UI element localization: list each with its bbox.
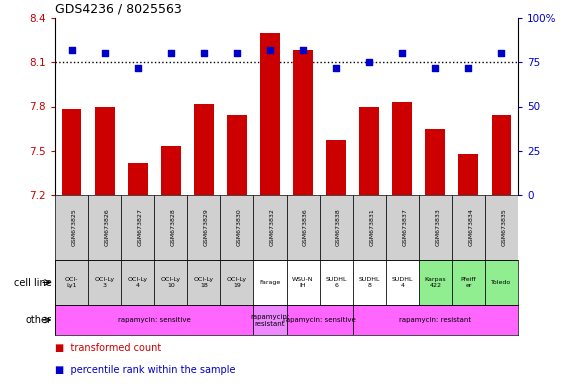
Bar [359,106,379,195]
Text: OCI-
Ly1: OCI- Ly1 [65,277,78,288]
Bar [220,195,253,260]
Text: GSM673834: GSM673834 [469,209,473,247]
Bar [121,260,154,305]
Bar [154,195,187,260]
Point [166,50,176,56]
Text: cell line: cell line [14,278,52,288]
Bar [161,146,181,195]
Text: other: other [26,315,52,325]
Text: GSM673837: GSM673837 [402,209,407,247]
Bar [55,260,88,305]
Bar [419,260,452,305]
Text: rapamycin: resistant: rapamycin: resistant [399,317,471,323]
Bar [88,260,121,305]
Text: Karpas
422: Karpas 422 [424,277,446,288]
Point [497,50,506,56]
Bar [452,195,485,260]
Bar [220,260,253,305]
Text: ■  percentile rank within the sample: ■ percentile rank within the sample [55,365,236,375]
Text: OCI-Ly
19: OCI-Ly 19 [227,277,247,288]
Bar [61,109,81,195]
Bar [286,305,353,335]
Text: GSM673825: GSM673825 [72,209,77,247]
Bar [95,106,115,195]
Text: GSM673832: GSM673832 [270,209,275,247]
Bar [194,104,214,195]
Bar [419,195,452,260]
Text: rapamycin:
resistant: rapamycin: resistant [250,313,290,326]
Bar [286,260,320,305]
Bar [326,141,346,195]
Bar [286,195,320,260]
Text: OCI-Ly
3: OCI-Ly 3 [94,277,115,288]
Text: WSU-N
IH: WSU-N IH [293,277,314,288]
Bar [452,260,485,305]
Text: GDS4236 / 8025563: GDS4236 / 8025563 [55,2,182,15]
Point [67,47,76,53]
Text: OCI-Ly
10: OCI-Ly 10 [161,277,181,288]
Bar [485,260,518,305]
Text: rapamycin: sensitive: rapamycin: sensitive [283,317,356,323]
Bar [154,260,187,305]
Bar [320,260,353,305]
Text: OCI-Ly
18: OCI-Ly 18 [194,277,214,288]
Text: Pfeiff
er: Pfeiff er [461,277,476,288]
Bar [353,260,386,305]
Text: GSM673831: GSM673831 [369,209,374,247]
Point [332,65,341,71]
Text: ■  transformed count: ■ transformed count [55,343,161,353]
Text: GSM673829: GSM673829 [204,209,209,247]
Bar [353,305,518,335]
Text: SUDHL
4: SUDHL 4 [391,277,413,288]
Bar [253,195,286,260]
Point [365,59,374,65]
Text: SUDHL
6: SUDHL 6 [325,277,347,288]
Bar [491,115,511,195]
Text: GSM673827: GSM673827 [137,209,143,247]
Bar [121,195,154,260]
Bar [253,260,286,305]
Point [232,50,241,56]
Point [464,65,473,71]
Point [431,65,440,71]
Text: GSM673835: GSM673835 [502,209,507,247]
Bar [55,195,88,260]
Text: GSM673836: GSM673836 [303,209,308,247]
Bar [187,260,220,305]
Bar [55,305,253,335]
Bar [458,154,478,195]
Bar [386,260,419,305]
Bar [293,50,313,195]
Text: OCI-Ly
4: OCI-Ly 4 [128,277,148,288]
Bar [425,129,445,195]
Point [299,47,308,53]
Text: GSM673838: GSM673838 [336,209,341,247]
Bar [386,195,419,260]
Bar [227,115,247,195]
Bar [392,102,412,195]
Text: Toledo: Toledo [491,280,512,285]
Text: GSM673833: GSM673833 [435,209,440,247]
Bar [128,162,148,195]
Text: GSM673826: GSM673826 [105,209,110,247]
Bar [88,195,121,260]
Point [265,47,274,53]
Text: GSM673828: GSM673828 [171,209,176,247]
Point [100,50,109,56]
Bar [353,195,386,260]
Bar [253,305,286,335]
Point [398,50,407,56]
Point [133,65,142,71]
Bar [260,33,280,195]
Point [199,50,208,56]
Text: SUDHL
8: SUDHL 8 [358,277,380,288]
Bar [320,195,353,260]
Bar [485,195,518,260]
Text: Farage: Farage [260,280,281,285]
Bar [187,195,220,260]
Text: GSM673830: GSM673830 [237,209,242,247]
Text: rapamycin: sensitive: rapamycin: sensitive [118,317,191,323]
